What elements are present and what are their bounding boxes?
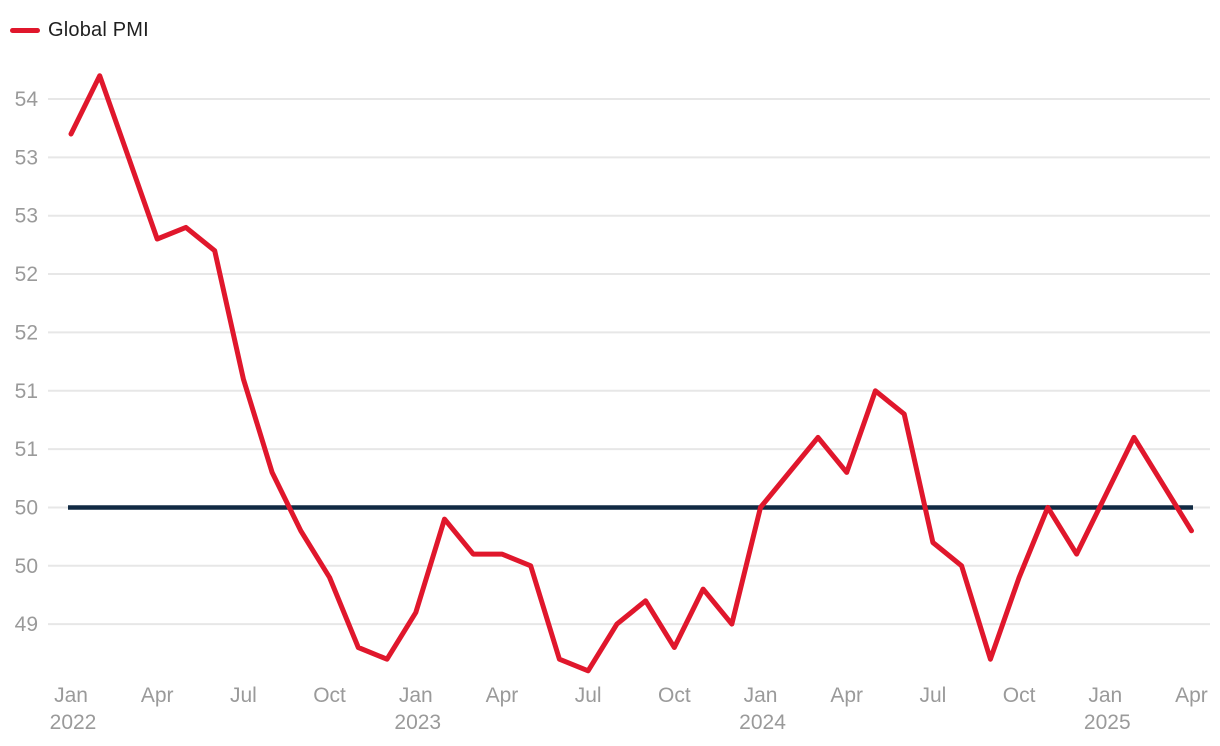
legend-label: Global PMI (48, 19, 149, 41)
y-tick-label: 54 (15, 88, 39, 111)
x-tick-month-label: Jan (744, 684, 778, 707)
x-tick-month-label: Apr (1175, 684, 1208, 707)
y-tick-label: 53 (15, 205, 38, 228)
x-tick-year-label: 2024 (739, 711, 786, 734)
legend-line-swatch-icon (10, 28, 40, 33)
x-tick-month-label: Jan (1088, 684, 1122, 707)
y-tick-label: 53 (15, 146, 38, 169)
x-tick-month-label: Jan (54, 684, 88, 707)
x-tick-month-label: Apr (486, 684, 519, 707)
y-tick-label: 50 (15, 496, 38, 519)
x-tick-month-label: Jul (575, 684, 602, 707)
x-tick-month-label: Oct (1003, 684, 1036, 707)
legend: Global PMI (10, 19, 149, 42)
x-tick-year-label: 2025 (1084, 711, 1131, 734)
gridlines (48, 98, 1210, 626)
y-tick-label: 51 (15, 438, 38, 461)
x-tick-month-label: Oct (313, 684, 346, 707)
x-tick-month-label: Apr (141, 684, 174, 707)
y-tick-label: 51 (15, 380, 38, 403)
x-tick-month-label: Apr (830, 684, 863, 707)
global-pmi-line (68, 73, 1194, 674)
y-tick-label: 52 (15, 321, 38, 344)
x-tick-month-label: Jul (919, 684, 946, 707)
y-tick-label: 52 (15, 263, 38, 286)
x-tick-month-label: Jul (230, 684, 257, 707)
y-axis-labels: 54 53 53 52 52 51 51 50 50 49 (15, 88, 39, 636)
y-tick-label: 50 (15, 555, 38, 578)
x-tick-year-label: 2023 (394, 711, 441, 734)
x-tick-year-label: 2022 (50, 711, 97, 734)
x-axis-labels: Jan 2022 Apr Jul Oct Jan 2023 Apr Jul Oct Jan 2024 A… (50, 684, 1208, 734)
y-tick-label: 49 (15, 613, 38, 636)
x-tick-month-label: Jan (399, 684, 433, 707)
x-tick-month-label: Oct (658, 684, 691, 707)
